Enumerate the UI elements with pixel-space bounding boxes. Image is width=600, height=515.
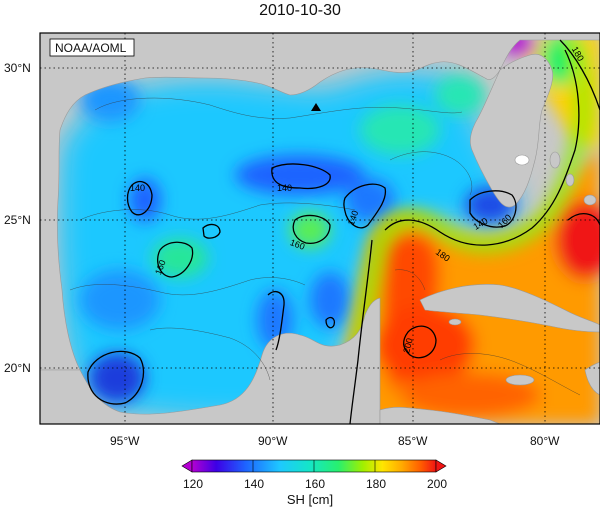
lon-tick-label: 85°W [398,434,428,448]
contour-label: 140 [277,183,292,193]
plot-frame [39,32,600,425]
lon-tick-label: 95°W [110,434,140,448]
contour-label: 140 [346,209,361,227]
contour-label: 200 [401,337,415,354]
triangle-marker [311,103,321,111]
lat-tick-label: 30°N [4,61,31,75]
gulf-sea-field [57,70,516,421]
colorbar: 120 140 160 180 200 [181,459,447,491]
contour-label: 160 [289,237,307,252]
colorbar-min-arrow [181,459,193,473]
colorbar-tick: 140 [244,477,264,491]
colorbar-tick: 160 [305,477,325,491]
contour-label: 160 [153,258,168,276]
colorbar-tick: 200 [427,477,447,491]
lon-tick-labels: 95°W 90°W 85°W 80°W [110,434,560,448]
land-masses [40,33,600,424]
source-label-box: NOAA/AOML [49,38,135,57]
lon-tick-label: 90°W [258,434,288,448]
gridlines [40,33,600,424]
lat-tick-label: 25°N [4,213,31,227]
loop-current-front [336,35,593,423]
map-title: 2010-10-30 [259,2,341,19]
source-label: NOAA/AOML [55,41,127,55]
lat-tick-label: 20°N [4,361,31,375]
colorbar-title: SH [cm] [286,492,334,507]
colorbar-tick: 120 [183,477,203,491]
map-plot-area: 140 140 140 140 160 160 160 180 180 200 [40,33,600,424]
colorbar-max-arrow [435,459,447,473]
colorbar-tick: 180 [366,477,386,491]
contour-lines [87,39,600,424]
lat-tick-labels: 30°N 25°N 20°N [4,61,31,375]
lon-tick-label: 80°W [530,434,560,448]
contour-label: 140 [130,183,145,193]
